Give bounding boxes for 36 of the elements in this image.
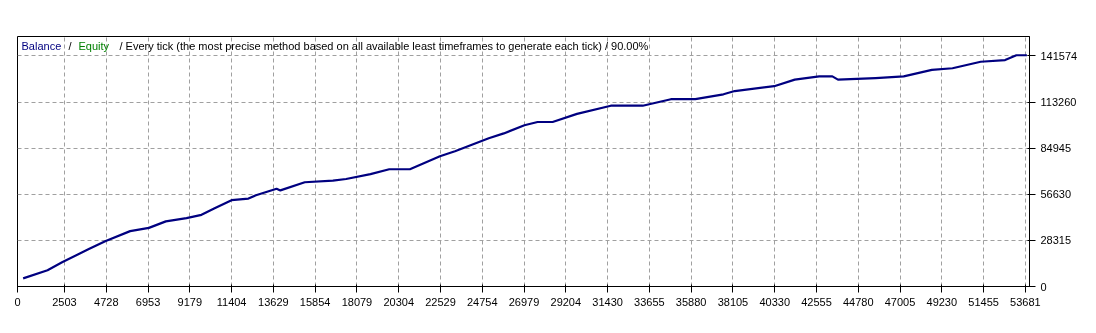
x-tick-label: 0 <box>14 295 21 308</box>
x-tick-label: 2503 <box>52 295 77 308</box>
x-tick-label: 6953 <box>135 295 161 308</box>
line-series <box>22 54 1028 280</box>
x-tick-label: 38105 <box>717 295 749 308</box>
x-tick-label: 40330 <box>759 295 791 308</box>
y-tick-label: 84945 <box>1040 142 1072 155</box>
x-tick-label: 49230 <box>926 295 958 308</box>
x-tick-label: 15854 <box>299 295 331 308</box>
x-tick-label: 29204 <box>550 295 582 308</box>
y-tick-label: 28315 <box>1040 234 1072 247</box>
legend-label: Equity <box>78 39 110 52</box>
x-tick-label: 35880 <box>675 295 707 308</box>
x-tick-label: 44780 <box>842 295 874 308</box>
x-tick-label: 31430 <box>592 295 623 308</box>
x-tick-label: 24754 <box>466 295 498 308</box>
x-tick-label: 42555 <box>801 295 832 308</box>
y-tick-label: 56630 <box>1040 188 1072 201</box>
x-tick-label: 13629 <box>258 295 289 308</box>
x-tick-label: 18079 <box>341 295 373 308</box>
y-tick-label: 113260 <box>1040 96 1077 109</box>
text: Balance <box>21 39 62 52</box>
x-tick-label: 26979 <box>508 295 540 308</box>
x-tick-label: 22529 <box>425 295 456 308</box>
y-tick-label: 0 <box>1040 280 1047 293</box>
x-tick-label: 9179 <box>177 295 203 308</box>
chart-title: / Every tick (the most precise method based on all available least timeframes to generate each tick) / 90.00% <box>119 39 649 52</box>
annotation: / <box>68 39 73 52</box>
y-tick-label: 141574 <box>1040 49 1078 62</box>
x-tick-label: 33655 <box>634 295 665 308</box>
x-tick-label: 11404 <box>216 295 247 308</box>
x-tick-label: 47005 <box>884 295 916 308</box>
x-tick-label: 53681 <box>1010 295 1041 308</box>
x-tick-label: 20304 <box>383 295 415 308</box>
x-tick-label: 51455 <box>968 295 999 308</box>
x-tick-label: 4728 <box>94 295 119 308</box>
